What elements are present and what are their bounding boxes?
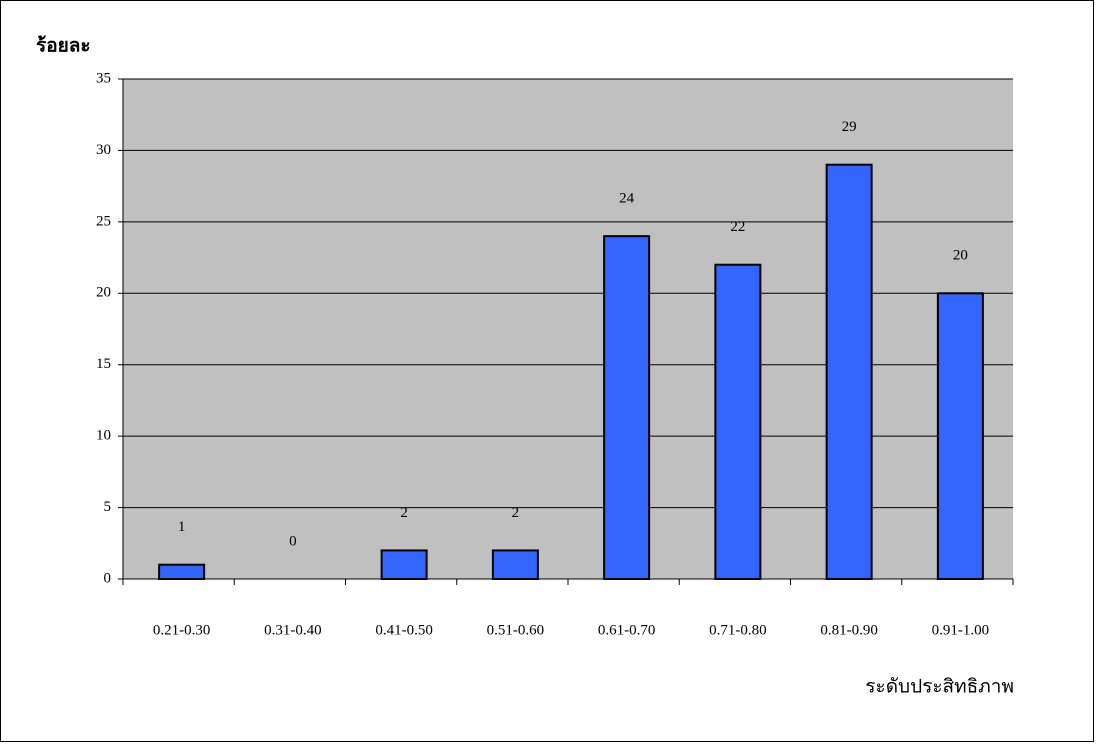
x-tick-label: 0.61-0.70 bbox=[598, 622, 656, 638]
data-label: 22 bbox=[730, 219, 745, 235]
x-tick-label: 0.31-0.40 bbox=[264, 622, 322, 638]
bar bbox=[936, 292, 984, 580]
data-label: 0 bbox=[289, 533, 297, 549]
y-tick-label: 10 bbox=[96, 428, 111, 444]
data-label: 1 bbox=[178, 519, 186, 535]
y-tick-label: 15 bbox=[96, 356, 111, 372]
bar bbox=[714, 263, 762, 580]
y-tick-label: 5 bbox=[104, 499, 112, 515]
bar bbox=[380, 549, 428, 581]
y-tick-label: 0 bbox=[104, 570, 112, 586]
data-label: 24 bbox=[619, 191, 635, 207]
y-axis-title: ร้อยละ bbox=[36, 34, 91, 56]
x-tick-label: 0.41-0.50 bbox=[375, 622, 433, 638]
x-tick-label: 0.91-1.00 bbox=[932, 622, 990, 638]
y-tick-label: 35 bbox=[96, 70, 111, 86]
bar bbox=[158, 563, 206, 581]
bar bbox=[491, 549, 539, 581]
bar bbox=[603, 235, 651, 580]
x-axis-title: ระดับประสิทธิภาพ bbox=[865, 676, 1014, 697]
x-tick-label: 0.51-0.60 bbox=[487, 622, 545, 638]
plot-area bbox=[123, 79, 1013, 579]
x-tick-label: 0.21-0.30 bbox=[153, 622, 211, 638]
x-tick-label: 0.71-0.80 bbox=[709, 622, 767, 638]
x-tick-label: 0.81-0.90 bbox=[820, 622, 878, 638]
data-label: 20 bbox=[953, 248, 968, 264]
y-tick-label: 25 bbox=[96, 213, 111, 229]
data-label: 2 bbox=[512, 505, 520, 521]
y-tick-label: 30 bbox=[96, 142, 111, 158]
data-label: 29 bbox=[842, 119, 857, 135]
y-tick-label: 20 bbox=[96, 285, 111, 301]
data-label: 2 bbox=[400, 505, 408, 521]
bar bbox=[825, 163, 873, 580]
